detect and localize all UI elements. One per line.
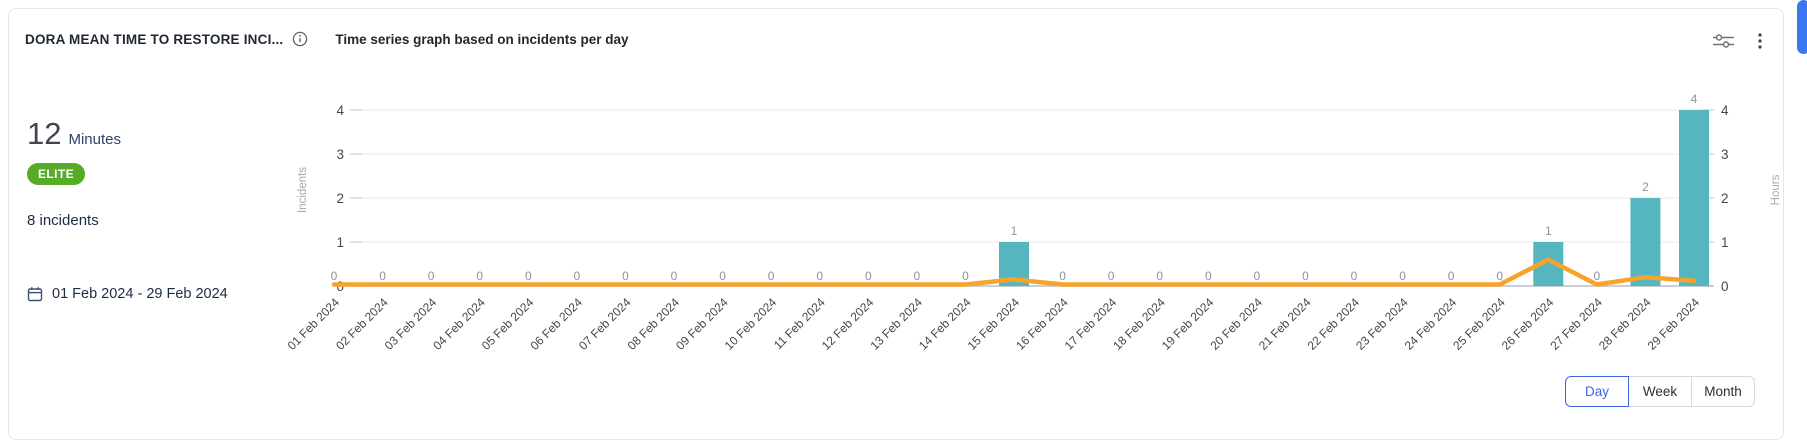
sliders-filter-icon[interactable] [1711, 29, 1735, 53]
incident-count: 8 incidents [27, 212, 99, 229]
performance-badge: ELITE [27, 163, 86, 185]
info-circle-icon[interactable] [292, 31, 308, 47]
mttr-value: 12 [27, 116, 62, 151]
mttr-unit: Minutes [68, 131, 122, 148]
date-range: 01 Feb 2024 - 29 Feb 2024 [27, 286, 228, 302]
kebab-menu-icon[interactable] [1748, 29, 1772, 53]
calendar-icon [27, 286, 43, 302]
mttr-widget-card: DORA MEAN TIME TO RESTORE INCI... Time s… [8, 8, 1784, 440]
date-range-label: 01 Feb 2024 - 29 Feb 2024 [52, 286, 228, 302]
granularity-day-button[interactable]: Day [1565, 376, 1629, 407]
chart-subtitle: Time series graph based on incidents per… [335, 31, 629, 47]
widget-header: DORA MEAN TIME TO RESTORE INCI... Time s… [25, 30, 628, 48]
vertical-scrollbar-thumb[interactable] [1797, 0, 1807, 54]
granularity-week-button[interactable]: Week [1628, 376, 1692, 407]
widget-title: DORA MEAN TIME TO RESTORE INCI... [25, 31, 284, 47]
granularity-toggle: Day Week Month [1565, 376, 1755, 407]
mttr-metric: 12 Minutes [27, 116, 121, 152]
header-actions [1711, 29, 1772, 53]
granularity-month-button[interactable]: Month [1691, 376, 1755, 407]
